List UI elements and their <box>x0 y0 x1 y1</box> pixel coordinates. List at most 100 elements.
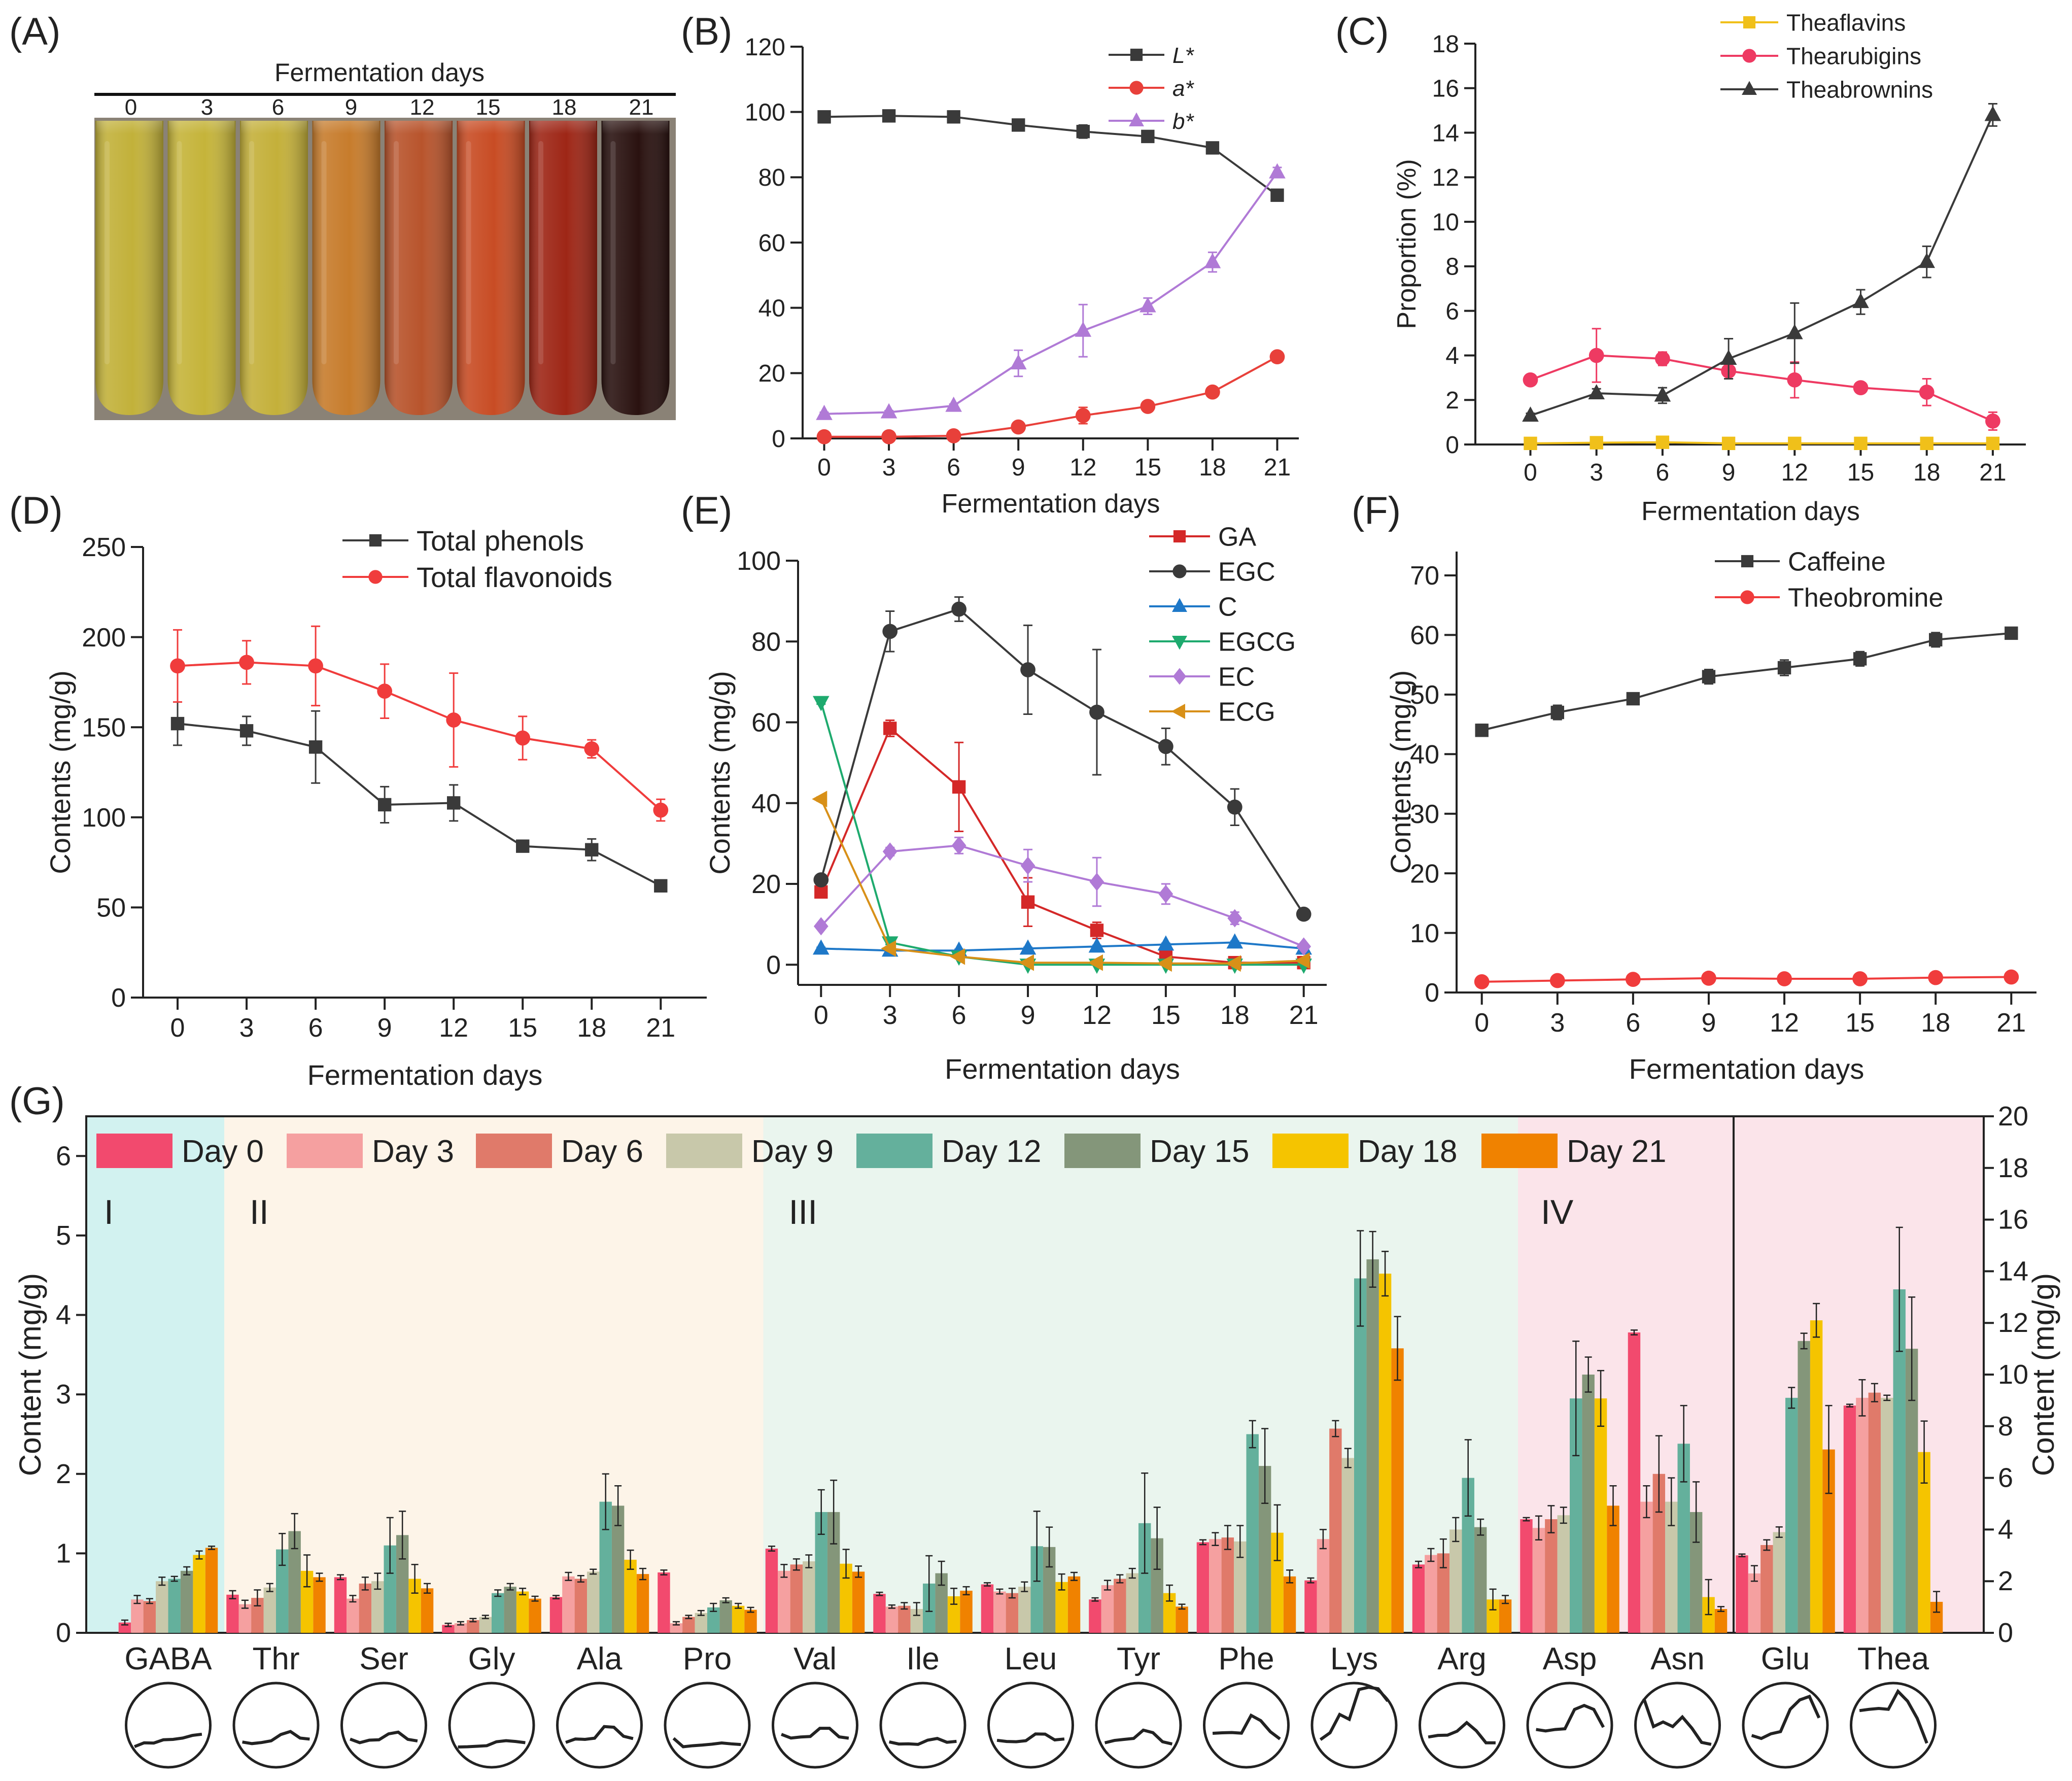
chart-b-l-point <box>1141 129 1155 144</box>
bar-val-day-2 <box>790 1564 803 1633</box>
bar-thr-day-7 <box>313 1577 326 1633</box>
chart-d-xtick-label: 21 <box>646 1013 675 1043</box>
chart-b-ytick-label: 60 <box>758 230 785 257</box>
panel-label-e: (E) <box>681 489 732 532</box>
chart-d-xtick-label: 9 <box>377 1013 392 1043</box>
chart-d-xtick-label: 12 <box>439 1013 468 1043</box>
chart-b-ytick-label: 100 <box>745 99 785 126</box>
category-label-thea: Thea <box>1857 1641 1929 1676</box>
chart-e-egc-point <box>1089 704 1104 720</box>
trend-line-tyr <box>1104 1728 1173 1745</box>
bar-lys-day-3 <box>1341 1458 1354 1633</box>
chart-c-xtick-label: 15 <box>1847 459 1874 486</box>
trend-circle-leu <box>987 1682 1074 1769</box>
category-label-asp: Asp <box>1543 1641 1597 1676</box>
chart-f-xtick-label: 6 <box>1626 1008 1640 1038</box>
chart-b-a-point <box>1205 384 1220 400</box>
bar-thr-day-0 <box>226 1594 239 1633</box>
bar-gaba-day-3 <box>156 1581 168 1633</box>
chart-d-xtick-label: 0 <box>170 1013 185 1043</box>
chart-d-y-axis-label: Contents (mg/g) <box>44 670 76 874</box>
chart-e-egcg-legend-marker <box>1172 636 1187 650</box>
chart-c-xtick-label: 6 <box>1656 459 1670 486</box>
trend-line-phe <box>1212 1713 1281 1740</box>
chart-c-theaflavins-point <box>1524 436 1537 451</box>
chart-g-ytick-left-label: 5 <box>56 1220 71 1251</box>
chart-f-xtick-label: 21 <box>1996 1008 2026 1038</box>
bar-pro-day-2 <box>682 1617 695 1633</box>
chart-c-theabrownins-point <box>1918 253 1936 268</box>
chart-e-egc-line <box>820 608 1305 915</box>
legend-swatch-day-6 <box>1272 1134 1349 1168</box>
chart-b-a-legend-label: a* <box>1172 76 1194 101</box>
legend-label-day-0: Day 0 <box>182 1134 264 1169</box>
bar-phe-day-4 <box>1246 1434 1259 1633</box>
bar-thea-day-1 <box>1856 1397 1869 1633</box>
bar-phe-day-2 <box>1221 1537 1234 1633</box>
chart-b-ytick-label: 20 <box>758 360 785 387</box>
bar-ala-day-5 <box>611 1505 625 1633</box>
bar-val-day-1 <box>778 1570 790 1633</box>
chart-e-c-point <box>1088 937 1106 953</box>
chart-b-l-point <box>1270 188 1284 202</box>
bar-gly-day-3 <box>479 1617 492 1633</box>
legend-swatch-day-2 <box>476 1134 552 1168</box>
chart-e-ec-point <box>1158 884 1173 903</box>
chart-f-caffeine-point <box>2005 626 2018 640</box>
chart-c-theabrownins-point <box>1522 406 1539 422</box>
trend-line-gly <box>458 1739 526 1749</box>
chart-f-theobromine-point <box>2004 969 2019 985</box>
chart-f-xtick-label: 9 <box>1701 1008 1716 1038</box>
chart-e-ga-point <box>1090 923 1104 937</box>
chart-e-xtick-label: 21 <box>1289 1001 1319 1030</box>
chart-e-ec-point <box>882 842 897 861</box>
chart-c-theaflavins-point <box>1788 436 1802 451</box>
bar-phe-day-1 <box>1209 1539 1222 1633</box>
bar-tyr-day-1 <box>1101 1585 1114 1633</box>
trend-line-thea <box>1859 1689 1928 1744</box>
bar-asp-day-1 <box>1532 1528 1545 1633</box>
chart-c-theaflavins-point <box>1655 435 1670 449</box>
chart-b-l-point <box>817 110 831 124</box>
bar-arg-day-7 <box>1499 1599 1512 1633</box>
chart-d-total-flavonoids-point <box>653 802 669 818</box>
bar-val-day-7 <box>852 1571 865 1633</box>
bar-leu-day-1 <box>993 1591 1006 1633</box>
chart-f-theobromine-point <box>1474 974 1490 989</box>
chart-b-b-point <box>1139 297 1156 313</box>
chart-c-theaflavins-point <box>1920 436 1933 451</box>
chart-c-theaflavins-point <box>1986 436 2000 451</box>
chart-d-xtick-label: 3 <box>239 1013 254 1043</box>
chart-c-ytick-label: 18 <box>1432 31 1459 58</box>
chart-f-x-axis-label: Fermentation days <box>1629 1053 1864 1085</box>
chart-e-c-point <box>812 939 830 955</box>
chart-e-ga-point <box>952 780 966 794</box>
bar-asp-day-5 <box>1582 1375 1595 1633</box>
bar-gly-day-7 <box>529 1598 541 1633</box>
tube-label-9: 9 <box>345 95 357 120</box>
legend-label-day-5: Day 15 <box>1150 1134 1249 1169</box>
tube-photo-panel: Fermentation days 0 3 6 9 12 15 18 21 <box>94 58 676 420</box>
tube-highlight-4 <box>394 141 399 364</box>
chart-b-a-legend-marker <box>1129 81 1144 95</box>
chart-b-b-point <box>1204 253 1221 268</box>
chart-d-xtick-label: 15 <box>508 1013 537 1043</box>
legend-swatch-day-7 <box>1481 1134 1558 1168</box>
trend-circle-gaba <box>125 1682 212 1769</box>
chart-d-total-flavonoids-legend-marker <box>368 570 383 584</box>
chart-g-ytick-left-label: 3 <box>56 1379 71 1410</box>
category-label-lys: Lys <box>1330 1641 1378 1676</box>
bar-glu-day-2 <box>1760 1545 1773 1633</box>
chart-b-b-legend-marker <box>1129 112 1144 126</box>
chart-d-xtick-label: 6 <box>308 1013 323 1043</box>
category-label-gly: Gly <box>468 1641 515 1676</box>
chart-d-total-phenols-point <box>308 740 323 754</box>
bar-arg-day-0 <box>1412 1564 1425 1633</box>
chart-b-a-point <box>1140 399 1156 414</box>
bar-thr-day-1 <box>238 1604 252 1633</box>
chart-b-ytick-label: 40 <box>758 295 785 322</box>
trend-circle-gly <box>448 1682 535 1769</box>
chart-b-l-legend-marker <box>1130 48 1143 61</box>
chart-g-ytick-right-label: 14 <box>1998 1256 2028 1286</box>
chart-d-total-phenols-point <box>239 724 254 738</box>
